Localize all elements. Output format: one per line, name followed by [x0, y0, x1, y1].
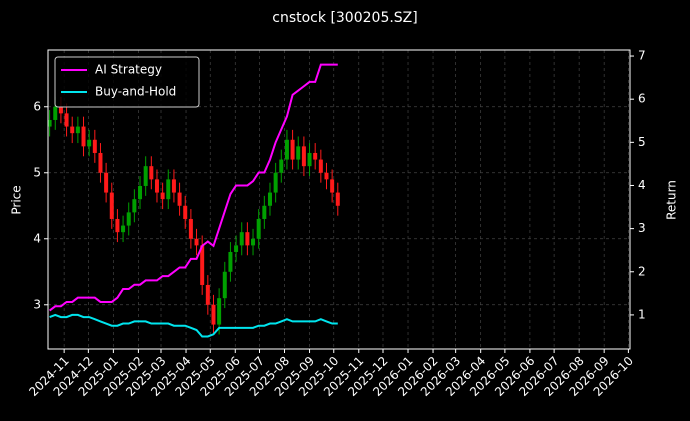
- candle-body: [149, 166, 154, 180]
- candle-body: [143, 166, 148, 186]
- candle-body: [92, 139, 97, 153]
- candle-body: [81, 126, 86, 147]
- series-line: [49, 313, 338, 338]
- candle-body: [279, 159, 284, 173]
- candle-body: [234, 245, 239, 252]
- candle-body: [222, 271, 227, 299]
- y2-tick-label: 1: [638, 307, 646, 321]
- candle-body: [245, 232, 250, 246]
- candle-body: [205, 284, 210, 305]
- y-axis-label: Price: [10, 185, 24, 214]
- candle-body: [171, 179, 176, 193]
- candle-body: [262, 205, 267, 219]
- candle-body: [239, 232, 244, 246]
- y2-tick-label: 5: [638, 135, 646, 149]
- y2-tick-label: 4: [638, 178, 646, 192]
- candle-body: [58, 106, 63, 114]
- legend-label: Buy-and-Hold: [95, 85, 176, 99]
- candle-body: [64, 113, 69, 127]
- candle-body: [273, 172, 278, 193]
- candle-body: [217, 298, 222, 325]
- candle-body: [251, 238, 256, 246]
- candle-body: [154, 179, 159, 193]
- candle-body: [324, 172, 329, 180]
- candle-body: [109, 192, 114, 219]
- y-tick-label: 5: [33, 165, 41, 179]
- candle-body: [53, 106, 58, 120]
- y2-tick-label: 2: [638, 264, 646, 278]
- candle-body: [313, 152, 318, 160]
- y2-axis-label: Return: [665, 180, 679, 220]
- candle-body: [126, 212, 131, 226]
- candle-body: [284, 139, 289, 160]
- candle-body: [70, 126, 75, 134]
- candle-body: [318, 159, 323, 173]
- candle-body: [160, 192, 165, 200]
- candle-body: [307, 152, 312, 167]
- y-tick-label: 6: [33, 99, 41, 113]
- candle-body: [228, 251, 233, 272]
- candle-body: [290, 139, 295, 160]
- candle-body: [166, 179, 171, 200]
- y2-tick-label: 3: [638, 221, 646, 235]
- candle-body: [194, 238, 199, 246]
- y2-tick-label: 6: [638, 92, 646, 106]
- candle-body: [256, 218, 261, 239]
- candle-body: [115, 218, 120, 233]
- candle-body: [296, 146, 301, 160]
- candle-body: [183, 205, 188, 219]
- series-line: [49, 63, 338, 312]
- candle-body: [138, 185, 143, 200]
- candle-body: [200, 245, 205, 285]
- candle-body: [75, 126, 80, 134]
- candle-body: [47, 119, 52, 127]
- y-tick-label: 3: [33, 297, 41, 311]
- candle-body: [330, 179, 335, 193]
- candle-body: [121, 225, 126, 233]
- candle-body: [177, 192, 182, 206]
- y2-tick-label: 7: [638, 49, 646, 63]
- candle-body: [211, 304, 216, 325]
- plot-frame: [47, 49, 631, 350]
- candle-body: [335, 192, 340, 206]
- candle-body: [267, 192, 272, 206]
- y-tick-label: 4: [33, 231, 41, 245]
- candle-body: [87, 139, 92, 147]
- candle-body: [132, 199, 137, 213]
- candle-body: [301, 146, 306, 167]
- legend-box: [54, 56, 200, 108]
- chart-title: cnstock [300205.SZ]: [272, 10, 417, 26]
- candle-body: [188, 218, 193, 239]
- legend-label: AI Strategy: [95, 63, 162, 77]
- candle-body: [104, 172, 109, 193]
- candle-body: [98, 152, 103, 173]
